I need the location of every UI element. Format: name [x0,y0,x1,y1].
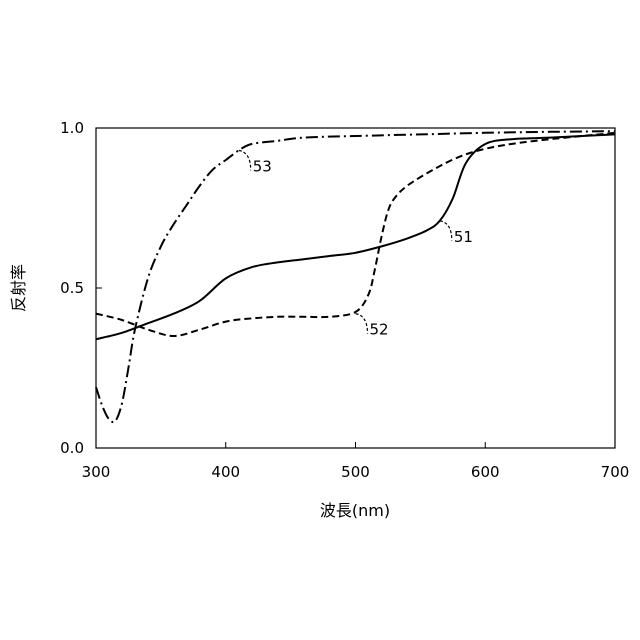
y-tick-label: 1.0 [60,119,84,137]
x-tick-label: 500 [341,463,370,481]
x-axis-title: 波長(nm) [320,501,390,520]
data-point-52 [199,329,201,331]
y-axis-title: 反射率 [9,264,28,312]
data-point-53 [303,137,305,139]
series-label-53: 53 [253,157,272,175]
plot-frame [96,128,615,448]
callout-layer: 51 52 53 [239,150,473,338]
callout-leader-51 [440,221,452,241]
x-tick-label: 600 [471,463,500,481]
series-line-51 [96,134,615,339]
data-point-53 [114,420,116,422]
axis-ticks: 300 400 500 600 700 0.0 0.5 1.0 [60,119,629,481]
callout-leader-53 [239,150,251,170]
data-point-52 [484,148,486,150]
data-point-53 [147,277,149,279]
data-point-52 [329,316,331,318]
series-line-53 [96,131,615,422]
callout-leader-52 [356,314,368,334]
series-label-51: 51 [454,228,473,246]
x-tick-label: 700 [601,463,630,481]
y-tick-label: 0.0 [60,439,84,457]
x-tick-label: 400 [211,463,240,481]
series-label-52: 52 [370,321,389,339]
data-point-53 [101,405,103,407]
series-layer [95,130,616,422]
x-tick-label: 300 [82,463,111,481]
series-line-52 [96,133,615,336]
y-tick-label: 0.5 [60,279,84,297]
